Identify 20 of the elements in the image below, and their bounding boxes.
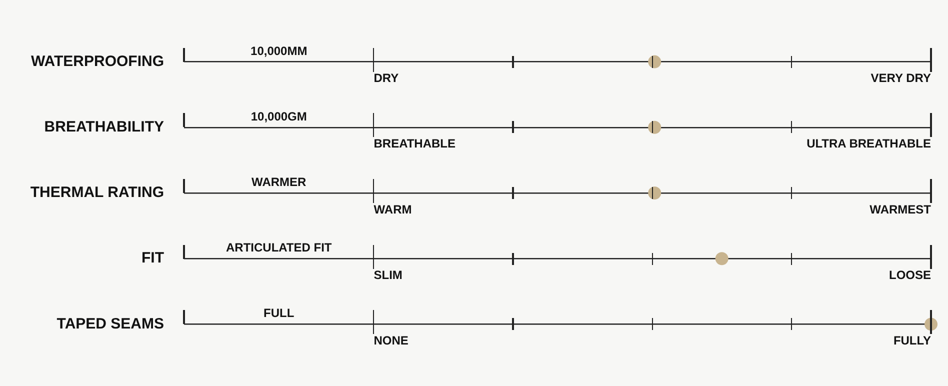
annotation: DRY <box>374 71 399 86</box>
y-tick-label: BREATHABILITY <box>44 118 164 136</box>
annotation: NONE <box>374 334 408 348</box>
annotation: 10,000MM <box>250 44 308 58</box>
y-tick-label: THERMAL RATING <box>30 184 164 202</box>
annotation: WARMER <box>252 175 307 189</box>
annotation: SLIM <box>374 268 402 282</box>
annotation: FULLY <box>893 334 931 348</box>
annotation: 10,000GM <box>250 109 307 124</box>
y-tick-label: FIT <box>142 250 164 267</box>
annotation: FULL <box>264 306 294 320</box>
annotation: VERY DRY <box>870 71 931 86</box>
y-tick-label: WATERPROOFING <box>30 52 164 70</box>
annotation: ARTICULATED FIT <box>226 240 332 255</box>
annotation: ULTRA BREATHABLE <box>806 136 931 151</box>
annotation: BREATHABLE <box>374 136 456 151</box>
annotation: WARM <box>374 202 412 216</box>
annotation: LOOSE <box>888 268 931 282</box>
annotation: WARMEST <box>870 202 932 216</box>
y-tick-label: TAPED SEAMS <box>56 315 164 332</box>
